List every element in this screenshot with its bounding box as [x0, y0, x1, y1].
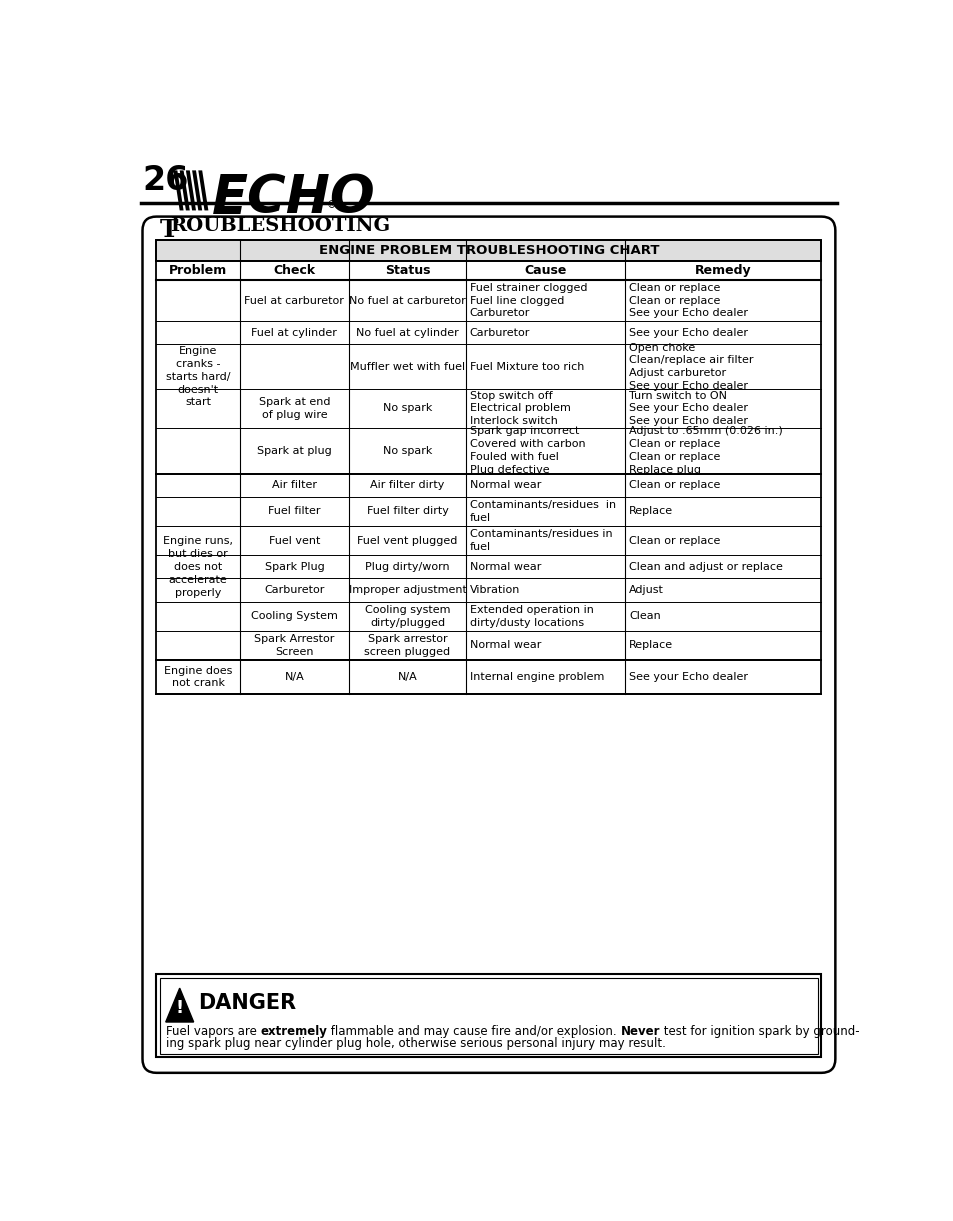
- Text: Status: Status: [384, 264, 430, 277]
- Text: Spark gap incorrect
Covered with carbon
Fouled with fuel
Plug defective: Spark gap incorrect Covered with carbon …: [469, 426, 584, 475]
- Text: Vibration: Vibration: [469, 585, 519, 595]
- Text: 26: 26: [142, 165, 189, 198]
- Text: Contaminants/residues in
fuel: Contaminants/residues in fuel: [469, 530, 612, 552]
- Text: Engine runs,
but dies or
does not
accelerate
properly: Engine runs, but dies or does not accele…: [163, 536, 233, 597]
- Text: No fuel at cylinder: No fuel at cylinder: [355, 328, 458, 338]
- Text: Turn switch to ON
See your Echo dealer
See your Echo dealer: Turn switch to ON See your Echo dealer S…: [628, 391, 747, 426]
- Text: Normal wear: Normal wear: [469, 562, 540, 571]
- Text: Clean or replace
Clean or replace
See your Echo dealer: Clean or replace Clean or replace See yo…: [628, 283, 747, 319]
- Text: Cause: Cause: [524, 264, 566, 277]
- Text: Clean and adjust or replace: Clean and adjust or replace: [628, 562, 782, 571]
- Bar: [160, 978, 817, 1054]
- Text: Spark Arrestor
Screen: Spark Arrestor Screen: [253, 634, 335, 657]
- Text: Problem: Problem: [169, 264, 227, 277]
- Text: No spark: No spark: [382, 403, 432, 414]
- Text: ENGINE PROBLEM TROUBLESHOOTING CHART: ENGINE PROBLEM TROUBLESHOOTING CHART: [318, 244, 659, 256]
- Text: Cooling System: Cooling System: [251, 612, 337, 621]
- Text: Adjust to .65mm (0.026 in.)
Clean or replace
Clean or replace
Replace plug: Adjust to .65mm (0.026 in.) Clean or rep…: [628, 426, 782, 475]
- Text: Clean: Clean: [628, 612, 660, 621]
- Text: See your Echo dealer: See your Echo dealer: [628, 672, 747, 683]
- Text: Plug dirty/worn: Plug dirty/worn: [365, 562, 449, 571]
- Bar: [156, 974, 821, 1057]
- Text: Spark Plug: Spark Plug: [264, 562, 324, 571]
- Text: See your Echo dealer: See your Echo dealer: [628, 328, 747, 338]
- Text: Carburetor: Carburetor: [469, 328, 529, 338]
- Text: Fuel at cylinder: Fuel at cylinder: [252, 328, 337, 338]
- Text: flammable and may cause fire and/or explosion.: flammable and may cause fire and/or expl…: [327, 1026, 620, 1038]
- Text: No spark: No spark: [382, 446, 432, 455]
- Text: Spark arrestor
screen plugged: Spark arrestor screen plugged: [364, 634, 450, 657]
- Text: Improper adjustment: Improper adjustment: [348, 585, 466, 595]
- Text: Adjust: Adjust: [628, 585, 663, 595]
- Text: Stop switch off
Electrical problem
Interlock switch: Stop switch off Electrical problem Inter…: [469, 391, 570, 426]
- Bar: [156, 474, 239, 661]
- Text: Internal engine problem: Internal engine problem: [469, 672, 603, 683]
- Text: Engine
cranks -
starts hard/
doesn't
start: Engine cranks - starts hard/ doesn't sta…: [166, 346, 230, 408]
- Text: Replace: Replace: [628, 641, 673, 651]
- Text: Never: Never: [620, 1026, 659, 1038]
- Polygon shape: [186, 171, 195, 210]
- Text: T: T: [159, 219, 178, 242]
- Polygon shape: [173, 171, 183, 210]
- Text: Engine does
not crank: Engine does not crank: [164, 665, 232, 689]
- Polygon shape: [192, 171, 202, 210]
- Text: Fuel vent plugged: Fuel vent plugged: [357, 536, 457, 546]
- Text: Fuel vent: Fuel vent: [269, 536, 320, 546]
- Bar: [156, 261, 821, 280]
- Polygon shape: [198, 171, 208, 210]
- Polygon shape: [166, 988, 193, 1022]
- Text: Carburetor: Carburetor: [264, 585, 324, 595]
- Text: ECHO: ECHO: [212, 172, 375, 223]
- Text: Clean or replace: Clean or replace: [628, 536, 720, 546]
- FancyBboxPatch shape: [142, 216, 835, 1073]
- Text: Spark at end
of plug wire: Spark at end of plug wire: [258, 397, 330, 420]
- Text: Remedy: Remedy: [695, 264, 751, 277]
- Text: Air filter: Air filter: [272, 480, 316, 491]
- Text: Fuel filter dirty: Fuel filter dirty: [366, 507, 448, 516]
- Text: Clean or replace: Clean or replace: [628, 480, 720, 491]
- Bar: [156, 661, 239, 694]
- Text: !: !: [175, 999, 184, 1017]
- Text: Extended operation in
dirty/dusty locations: Extended operation in dirty/dusty locati…: [469, 604, 593, 628]
- Text: Contaminants/residues  in
fuel: Contaminants/residues in fuel: [469, 501, 615, 523]
- Text: N/A: N/A: [397, 672, 416, 683]
- Text: Muffler wet with fuel: Muffler wet with fuel: [350, 361, 464, 371]
- Text: Replace: Replace: [628, 507, 673, 516]
- Text: Fuel strainer clogged
Fuel line clogged
Carburetor: Fuel strainer clogged Fuel line clogged …: [469, 283, 586, 319]
- Text: ing spark plug near cylinder plug hole, otherwise serious personal injury may re: ing spark plug near cylinder plug hole, …: [166, 1038, 665, 1050]
- Bar: [156, 239, 821, 261]
- Text: Check: Check: [274, 264, 315, 277]
- Text: Spark at plug: Spark at plug: [256, 446, 332, 455]
- Text: Fuel Mixture too rich: Fuel Mixture too rich: [469, 361, 583, 371]
- Polygon shape: [179, 171, 190, 210]
- Text: N/A: N/A: [284, 672, 304, 683]
- Text: Normal wear: Normal wear: [469, 641, 540, 651]
- Text: No fuel at carburetor: No fuel at carburetor: [349, 295, 465, 305]
- Text: extremely: extremely: [260, 1026, 327, 1038]
- Text: Normal wear: Normal wear: [469, 480, 540, 491]
- Text: ®: ®: [327, 200, 336, 210]
- Text: DANGER: DANGER: [198, 994, 296, 1013]
- Bar: [156, 239, 821, 261]
- Text: Air filter dirty: Air filter dirty: [370, 480, 444, 491]
- Text: Open choke
Clean/replace air filter
Adjust carburetor
See your Echo dealer: Open choke Clean/replace air filter Adju…: [628, 343, 753, 391]
- Text: Cooling system
dirty/plugged: Cooling system dirty/plugged: [364, 604, 450, 628]
- Text: Fuel at carburetor: Fuel at carburetor: [244, 295, 344, 305]
- Bar: [156, 280, 239, 474]
- Text: Fuel filter: Fuel filter: [268, 507, 320, 516]
- Bar: [156, 239, 821, 694]
- Text: test for ignition spark by ground-: test for ignition spark by ground-: [659, 1026, 859, 1038]
- Text: ROUBLESHOOTING: ROUBLESHOOTING: [171, 216, 390, 234]
- Text: Fuel vapors are: Fuel vapors are: [166, 1026, 260, 1038]
